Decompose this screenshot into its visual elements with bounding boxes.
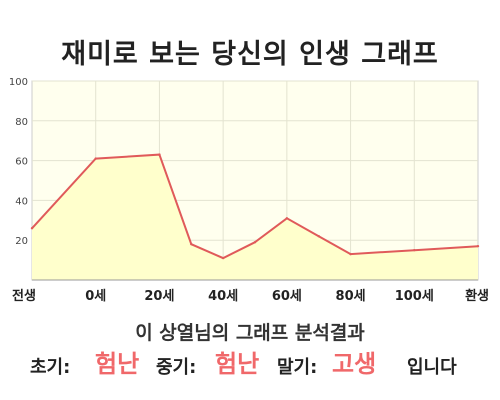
y-tick-label: 40: [15, 196, 28, 207]
data-point: [30, 227, 34, 230]
x-tick-label: 100세: [395, 289, 434, 304]
life-graph-chart: 20 40 60 80 100 전생 0세 20세 40세 60세 80세 100세 환생: [9, 77, 489, 304]
analysis-verdict: 초기: 험난 중기: 험난 말기: 고생 입니다: [0, 344, 500, 384]
analysis-result-heading: 이 상열님의 그래프 분석결과: [135, 322, 365, 344]
chart-title: 재미로 보는 당신의 인생 그래프: [61, 39, 439, 70]
data-point: [349, 252, 352, 256]
late-label: 말기:: [277, 357, 318, 378]
x-tick-label: 40세: [208, 289, 238, 304]
data-points: [30, 153, 480, 260]
early-label: 초기:: [30, 357, 71, 378]
late-value: 고생: [332, 350, 377, 378]
data-point: [94, 157, 97, 160]
data-point: [317, 235, 320, 238]
mid-label: 중기:: [156, 357, 197, 378]
y-tick-labels: 20 40 60 80 100: [9, 77, 28, 247]
data-point: [253, 240, 257, 244]
mid-value: 험난: [215, 350, 260, 378]
x-tick-label: 전생: [12, 288, 36, 304]
data-point: [413, 248, 416, 252]
x-tick-label: 0세: [85, 289, 106, 304]
y-tick-label: 100: [9, 77, 28, 88]
y-tick-label: 80: [15, 117, 28, 128]
x-tick-label: 60세: [272, 289, 302, 304]
y-tick-label: 20: [15, 236, 28, 247]
data-point: [158, 153, 161, 156]
x-tick-label: 80세: [336, 289, 366, 304]
x-tick-label: 환생: [465, 288, 489, 304]
life-area: [32, 154, 478, 280]
data-point: [285, 217, 289, 220]
data-point: [221, 256, 225, 260]
data-point: [190, 242, 193, 246]
x-tick-labels: 전생 0세 20세 40세 60세 80세 100세 환생: [12, 288, 489, 304]
verdict-suffix: 입니다: [407, 357, 457, 378]
early-value: 험난: [95, 350, 140, 378]
data-point: [476, 244, 480, 248]
x-tick-label: 20세: [144, 289, 174, 304]
y-tick-label: 60: [15, 157, 28, 168]
